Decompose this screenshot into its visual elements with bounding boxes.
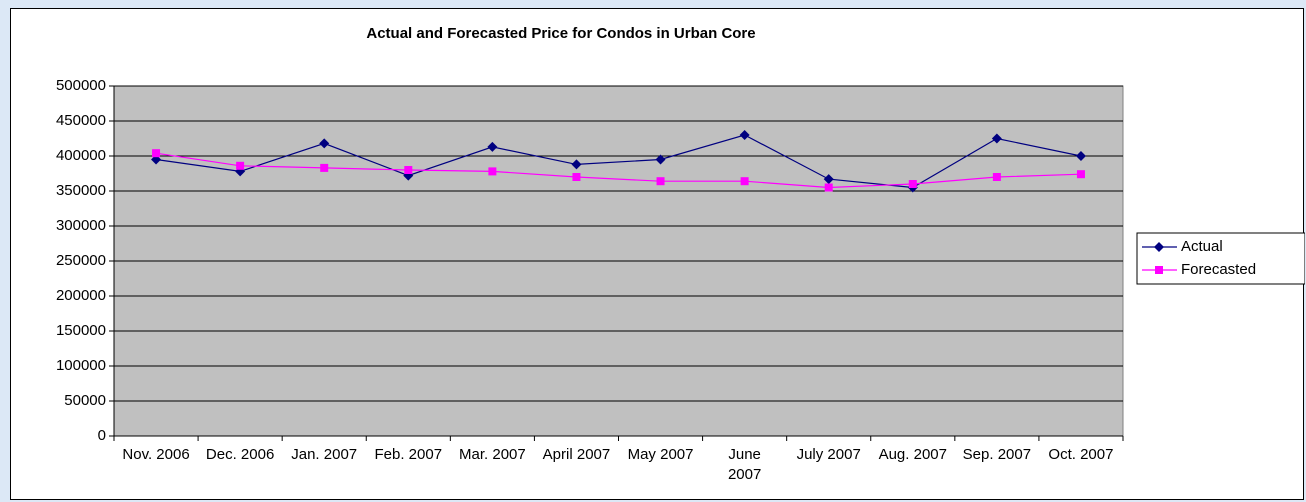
data-point [655, 154, 666, 165]
x-tick-label: Jan. 2007 [291, 446, 358, 463]
data-point [404, 166, 413, 174]
data-point [992, 173, 1001, 181]
y-tick-label: 450000 [56, 112, 106, 129]
y-tick-label: 100000 [56, 357, 106, 374]
data-point [991, 133, 1002, 144]
data-point [236, 161, 245, 170]
legend-label: Forecasted [1181, 261, 1256, 278]
data-point [824, 183, 833, 192]
y-tick-label: 200000 [56, 287, 106, 304]
data-point [739, 130, 750, 140]
x-tick-label: April 2007 [542, 446, 611, 463]
y-tick-label: 150000 [56, 322, 106, 339]
data-point [487, 141, 498, 152]
x-tick-label: Mar. 2007 [459, 446, 526, 463]
legend-marker [1155, 266, 1163, 274]
x-tick-label: Aug. 2007 [878, 446, 947, 463]
y-tick-label: 350000 [56, 182, 106, 199]
data-point [571, 159, 582, 170]
data-point [152, 149, 161, 158]
legend-marker [1154, 242, 1164, 252]
data-point [488, 167, 497, 176]
chart-area: Actual and Forecasted Price for Condos i… [10, 8, 1305, 500]
series-line [155, 134, 1082, 189]
x-tick-label: July 2007 [796, 446, 861, 463]
x-tick-label: Feb. 2007 [374, 446, 443, 463]
chart-title: Actual and Forecasted Price for Condos i… [366, 25, 755, 42]
x-tick-label: Dec. 2006 [205, 446, 275, 463]
y-tick-label: 500000 [56, 77, 106, 94]
data-point [908, 180, 917, 188]
x-tick-label: June 2007 [727, 446, 762, 483]
series-line [155, 152, 1081, 189]
legend-box [1136, 232, 1305, 285]
data-point [740, 177, 749, 186]
y-tick-label: 50000 [64, 392, 106, 409]
data-point [1076, 170, 1085, 179]
data-point [1075, 151, 1086, 161]
y-tick-label: 0 [98, 427, 106, 444]
y-tick-label: 300000 [56, 217, 106, 234]
x-tick-label: Nov. 2006 [122, 446, 190, 463]
y-tick-label: 250000 [56, 252, 106, 269]
x-tick-label: May 2007 [627, 446, 694, 463]
chart: Actual and Forecasted Price for Condos i… [56, 25, 1305, 444]
data-point [320, 163, 329, 172]
legend-label: Actual [1181, 238, 1223, 255]
data-point [823, 174, 834, 185]
y-tick-label: 400000 [56, 147, 106, 164]
data-point [572, 173, 581, 181]
x-tick-label: Sep. 2007 [962, 446, 1032, 463]
data-point [319, 138, 330, 149]
data-point [656, 177, 665, 186]
x-tick-label: Oct. 2007 [1048, 446, 1114, 463]
